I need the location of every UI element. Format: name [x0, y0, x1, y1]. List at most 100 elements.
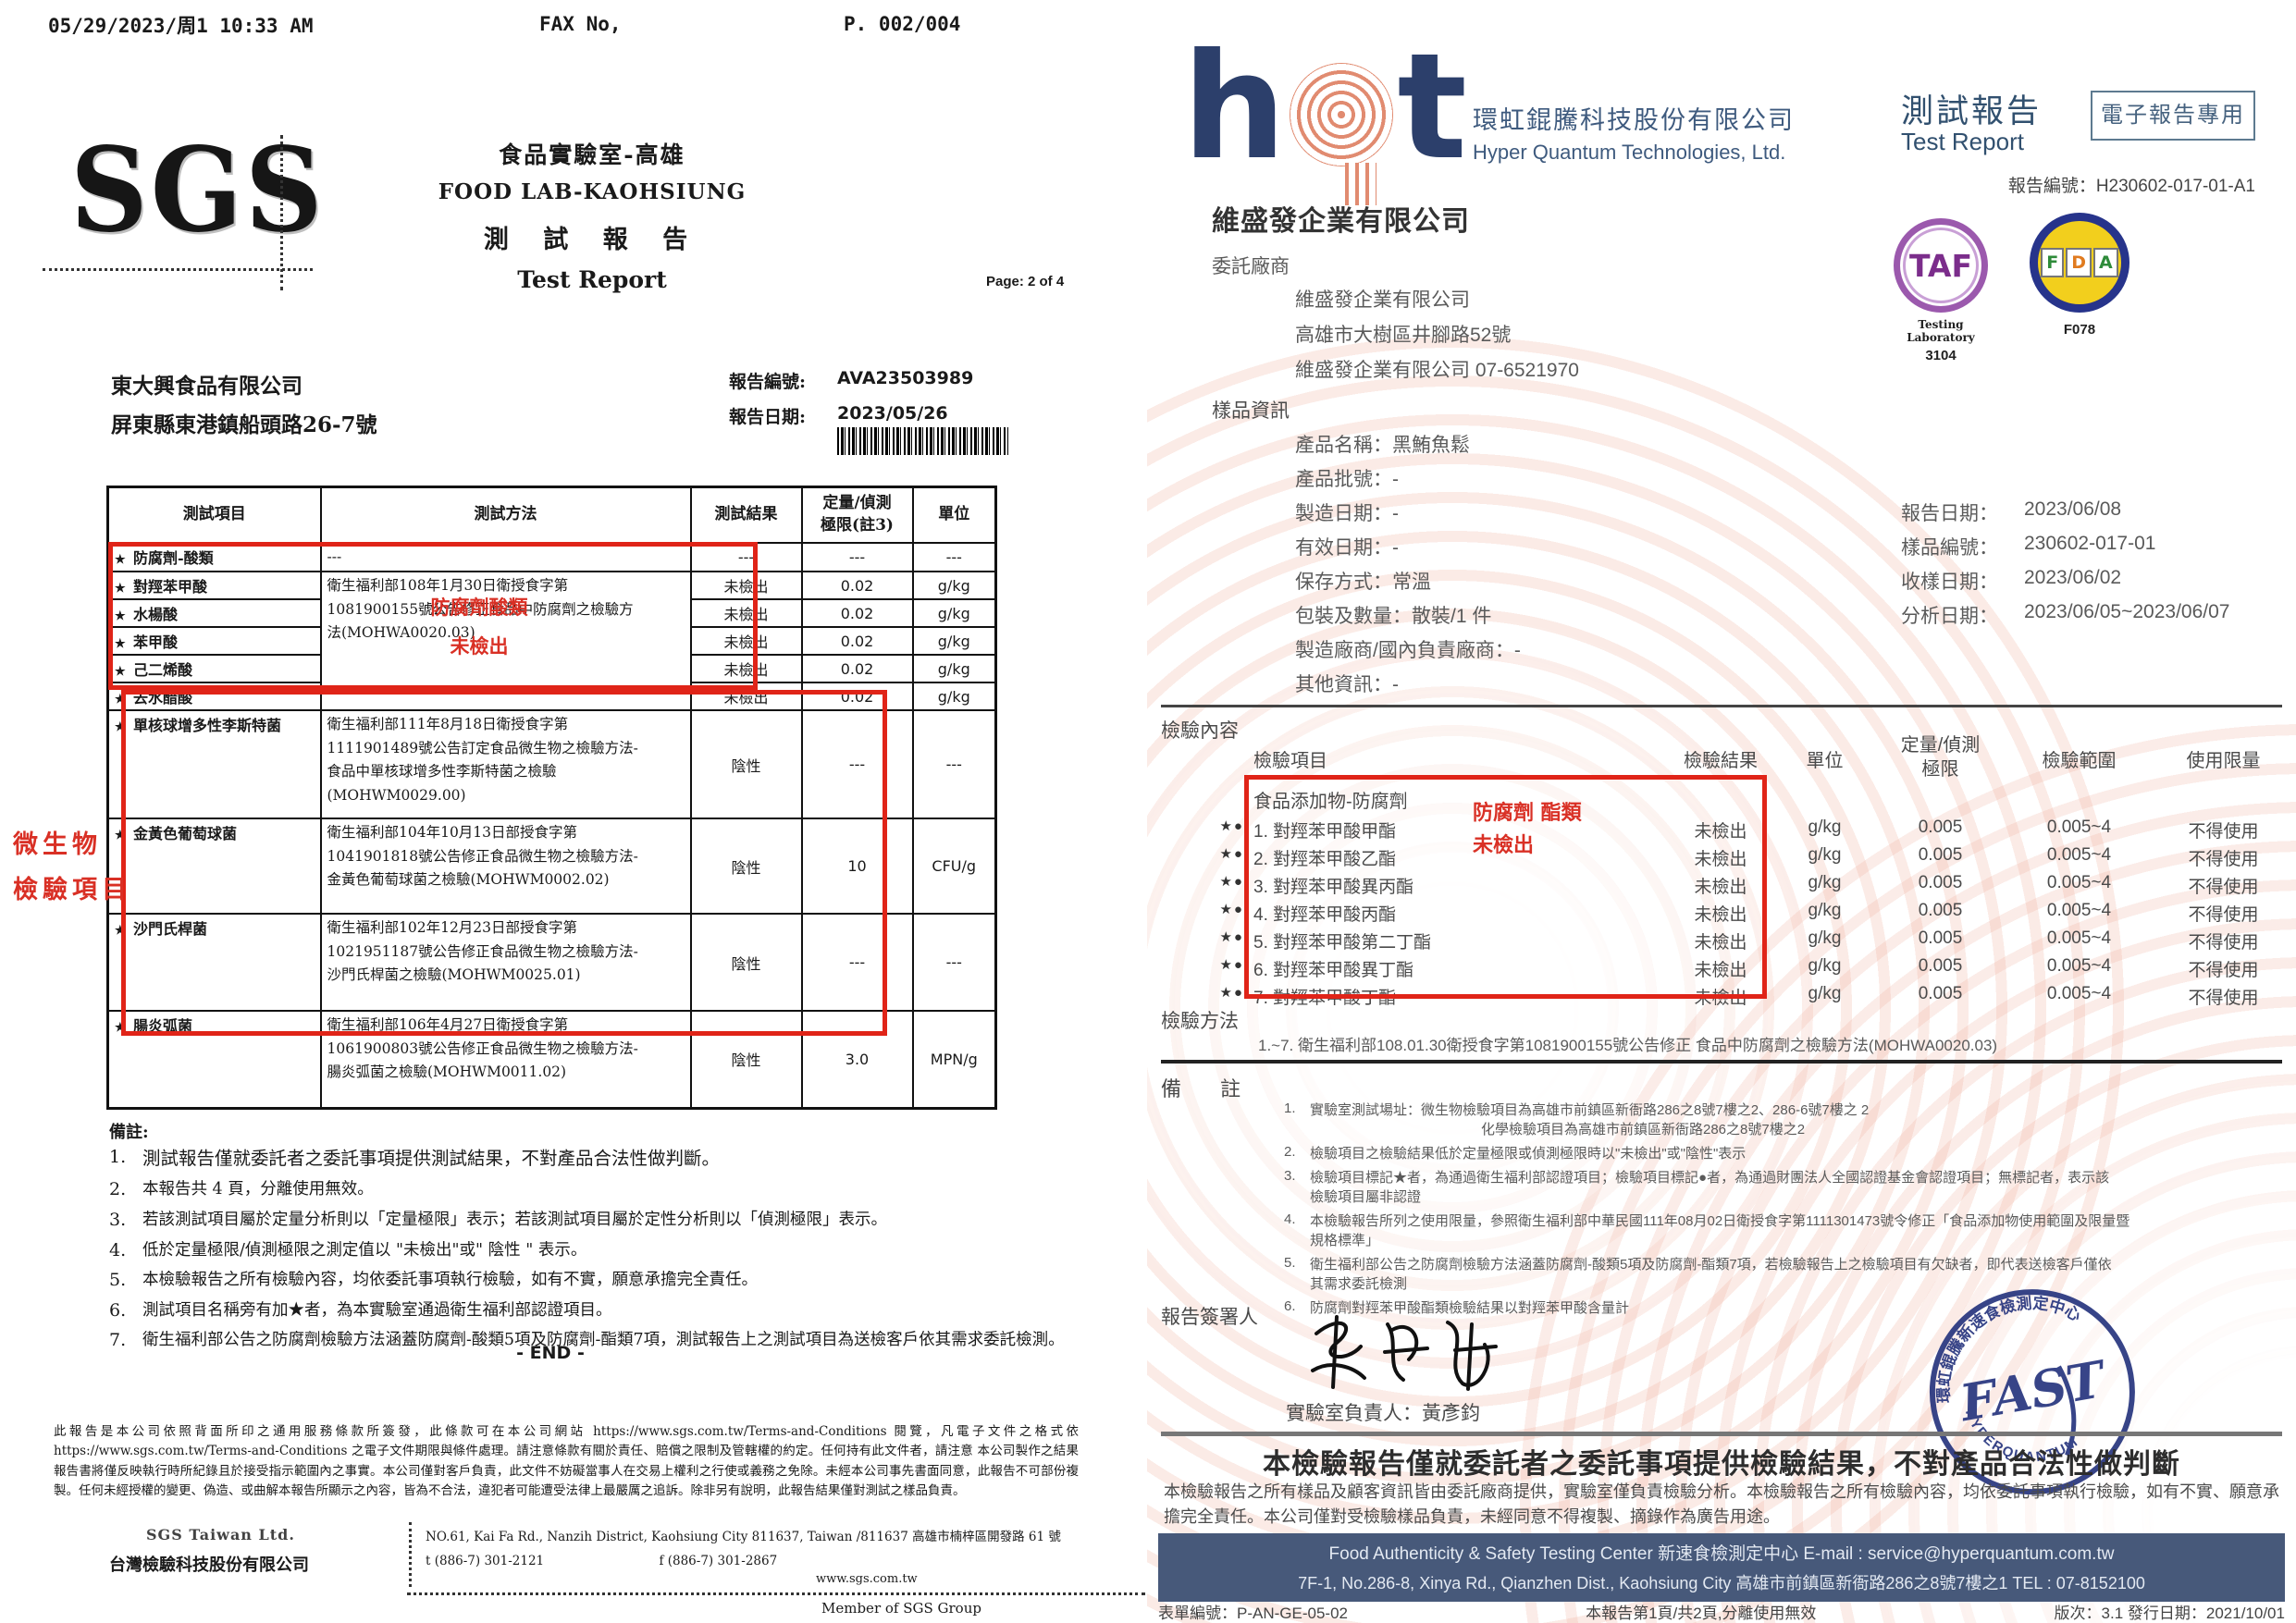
accreditation-star-icon: ★	[115, 609, 126, 624]
annotation-ester-line2: 未檢出	[1473, 833, 1535, 858]
remark-lines: 本檢驗報告所列之使用限量，參照衛生福利部中華民國111年08月02日衛授食字第1…	[1310, 1211, 2129, 1250]
result-limit: 0.005	[1918, 845, 1963, 865]
remark-item: 3. 檢驗項目標記★者，為通過衛生福利部認證項目；檢驗項目標記●者，為通過財團法人…	[1284, 1168, 2274, 1207]
test-method-cell: ---	[319, 541, 692, 573]
notes-list: 1. 測試報告僅就委託者之委託事項提供測試結果，不對產品合法性做判斷。 2. 本報告共…	[109, 1147, 1113, 1360]
accreditation-star-icon: ★	[115, 693, 126, 707]
annotation-microbial-line2: 檢驗項目	[13, 875, 131, 904]
footer-divider-dotted	[409, 1522, 412, 1587]
section-rule	[1161, 705, 2282, 707]
result-item: 4. 對羥苯甲酸丙酯	[1253, 905, 1397, 925]
form-number: 表單編號：P-AN-GE-05-02	[1158, 1605, 1348, 1622]
page-note: 本報告第1頁/共2頁,分離使用無效	[1586, 1605, 1817, 1622]
result-range: 0.005~4	[2046, 901, 2112, 920]
table-group-label: 食品添加物-防腐劑	[1253, 792, 1408, 812]
result-limit: 0.005	[1918, 984, 1963, 1003]
remark-line: 規格標準」	[1310, 1233, 1380, 1248]
note-number: 7.	[109, 1330, 127, 1351]
accreditation-marker-icon: ★●	[1219, 846, 1244, 862]
remark-line: 防腐劑對羥苯甲酸酯類檢驗結果以對羥苯甲酸含量計	[1310, 1300, 1630, 1316]
hqt-company-en: Hyper Quantum Technologies, Ltd.	[1473, 141, 1786, 164]
column-header-result: 檢驗結果	[1684, 751, 1758, 771]
unit-cell: ---	[911, 541, 997, 573]
result-unit: g/kg	[1808, 901, 1842, 920]
table-row: ★ 水楊酸 未檢出 0.02 g/kg	[106, 598, 997, 629]
detection-limit-cell: ---	[800, 541, 914, 573]
sgs-office-tel: t (886-7) 301-2121	[426, 1554, 545, 1568]
report-no-value: AVA23503989	[837, 368, 974, 388]
note-item: 6. 測試項目名稱旁有加★者，為本實驗室通過衛生福利部認證項目。	[109, 1300, 1113, 1322]
result-limit: 0.005	[1918, 901, 1963, 920]
footer-rule-dotted	[407, 1592, 1145, 1595]
sample-field: 製造日期：-	[1295, 503, 1399, 524]
sample-field: 包裝及數量：散裝/1 件	[1295, 606, 1492, 627]
note-number: 5.	[109, 1270, 127, 1291]
remark-item: 2. 檢驗項目之檢驗結果低於定量極限或偵測極限時以"未檢出"或"陰性"表示	[1284, 1144, 2274, 1163]
result-row: ★● 1. 對羥苯甲酸甲酯 未檢出 g/kg 0.005 0.005~4 不得使用	[1147, 818, 2296, 842]
result-usage: 不得使用	[2188, 961, 2259, 980]
result-unit: g/kg	[1808, 845, 1842, 865]
result-usage: 不得使用	[2188, 850, 2259, 869]
fax-datetime: 05/29/2023/周1 10:33 AM	[48, 15, 314, 37]
remark-number: 1.	[1284, 1100, 1296, 1116]
test-item-cell: ★ 單核球增多性李斯特菌	[106, 709, 322, 820]
test-result-cell: 未檢出	[689, 626, 803, 657]
remark-item: 6. 防腐劑對羥苯甲酸酯類檢驗結果以對羥苯甲酸含量計	[1284, 1298, 2274, 1318]
accreditation-marker-icon: ★●	[1219, 874, 1244, 890]
column-header-unit: 單位	[1806, 751, 1844, 771]
sample-info-title: 樣品資訊	[1212, 400, 1290, 422]
hqt-logo-t: t	[1397, 22, 1468, 192]
unit-cell: CFU/g	[911, 818, 997, 916]
remark-line: 衛生福利部公告之防腐劑檢驗方法涵蓋防腐劑-酸類5項及防腐劑-酯類7項，若檢驗報告…	[1310, 1257, 2112, 1273]
fda-accreditation-logo: F D A F078	[2024, 213, 2135, 338]
test-results-table: 測試項目 測試方法 測試結果 定量/偵測 極限(註3) 單位 ★ 防腐劑-酸類 --- ---…	[106, 486, 997, 1110]
annotation-microbial-line1: 微生物	[13, 830, 102, 859]
column-header: 定量/偵測 極限(註3)	[800, 486, 914, 544]
test-result-cell: 陰性	[689, 818, 803, 916]
result-value: 未檢出	[1694, 878, 1747, 897]
signer-label: 報告簽署人	[1161, 1307, 1258, 1328]
meta-field-value: 2023/06/08	[2024, 498, 2122, 520]
result-limit: 0.005	[1918, 956, 1963, 976]
lab-manager-label: 實驗室負責人：黃彥鈞	[1286, 1403, 1480, 1424]
test-item-cell: ★ 水楊酸	[106, 598, 322, 629]
accreditation-marker-icon: ★●	[1219, 818, 1244, 834]
remark-number: 2.	[1284, 1144, 1296, 1160]
hqt-logo: h t	[1182, 22, 1468, 205]
accreditation-star-icon: ★	[115, 637, 126, 652]
note-number: 2.	[109, 1179, 127, 1200]
remark-number: 6.	[1284, 1298, 1296, 1314]
table-row: ★ 腸炎弧菌 衛生福利部106年4月27日衛授食字第 1061900803號公告修正…	[106, 1010, 997, 1110]
taf-accreditation-logo: TAF Testing Laboratory 3104	[1885, 218, 1996, 363]
notes-title: 備註:	[109, 1123, 149, 1142]
note-number: 1.	[109, 1147, 127, 1167]
test-item-cell: ★ 己二烯酸	[106, 654, 322, 684]
column-header: 單位	[911, 486, 997, 544]
client-name: 東大興食品有限公司	[111, 374, 302, 399]
sgs-website: www.sgs.com.tw	[816, 1572, 918, 1586]
accreditation-star-icon: ★	[115, 1021, 126, 1036]
results-header-row: 檢驗項目 檢驗結果 單位 定量/偵測 極限 檢驗範圍 使用限量	[1147, 735, 2296, 793]
note-text: 本檢驗報告之所有檢驗內容，均依委託事項執行檢驗，如有不實，願意承擔完全責任。	[142, 1271, 758, 1290]
column-header: 測試項目	[106, 486, 322, 544]
test-item-cell: ★ 金黃色葡萄球菌	[106, 818, 322, 916]
detection-limit-cell: 10	[800, 818, 914, 916]
result-unit: g/kg	[1808, 818, 1842, 837]
hqt-company-zh: 環虹錕騰科技股份有限公司	[1473, 106, 1795, 134]
hqt-report-title-en: Test Report	[1901, 128, 2024, 155]
test-method-cell: 衛生福利部104年10月13日部授食字第 1041901818號公告修正食品微生…	[319, 818, 692, 916]
remarks-title: 備 註	[1161, 1077, 1258, 1100]
result-usage: 不得使用	[2188, 878, 2259, 897]
detection-limit-cell: 0.02	[800, 654, 914, 684]
applicant-line: 維盛發企業有限公司	[1295, 289, 1470, 311]
sgs-logo: SGS	[70, 122, 326, 259]
column-header-item: 檢驗項目	[1253, 751, 1327, 771]
result-item: 6. 對羥苯甲酸異丁酯	[1253, 961, 1414, 980]
accreditation-marker-icon: ★●	[1219, 929, 1244, 945]
test-content-title: 檢驗內容	[1161, 720, 1239, 742]
hqt-report-page: h t 環虹錕騰科技股份有限公司 Hyper Quantum Technolog…	[1147, 0, 2296, 1623]
page-indicator: Page: 2 of 4	[986, 274, 1065, 289]
test-result-cell: 未檢出	[689, 654, 803, 684]
taf-text: TAF	[1908, 247, 1973, 284]
